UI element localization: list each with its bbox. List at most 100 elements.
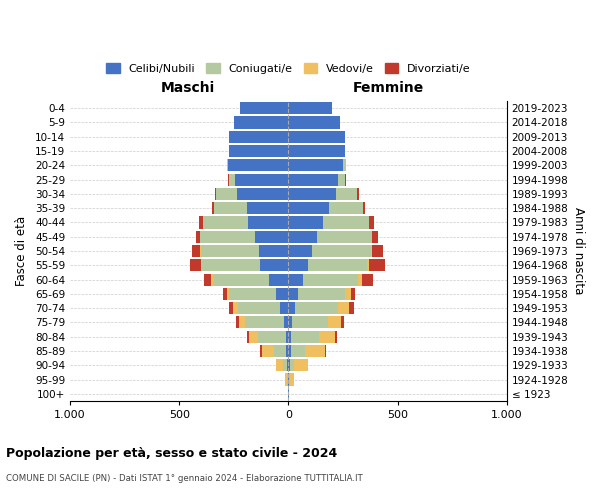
Bar [236, 316, 239, 328]
Bar [260, 345, 262, 357]
Bar [290, 374, 294, 386]
Bar [247, 330, 250, 343]
Bar [202, 259, 260, 272]
Bar [294, 359, 308, 372]
Bar [214, 202, 247, 214]
Bar [229, 130, 289, 143]
Bar [217, 188, 237, 200]
Bar [289, 259, 308, 272]
Bar [190, 259, 201, 272]
Bar [274, 345, 286, 357]
Bar [289, 316, 292, 328]
Bar [289, 216, 323, 228]
Bar [345, 174, 346, 186]
Bar [367, 259, 369, 272]
Bar [201, 245, 259, 257]
Bar [238, 302, 280, 314]
Bar [196, 230, 200, 243]
Bar [203, 216, 248, 228]
Bar [319, 330, 335, 343]
Bar [229, 159, 289, 172]
Bar [289, 330, 290, 343]
Bar [341, 316, 344, 328]
Bar [285, 374, 287, 386]
Bar [317, 230, 372, 243]
Bar [289, 274, 302, 285]
Bar [323, 216, 369, 228]
Bar [250, 330, 259, 343]
Bar [211, 274, 213, 285]
Bar [289, 230, 317, 243]
Bar [235, 174, 289, 186]
Bar [289, 116, 340, 128]
Bar [313, 245, 371, 257]
Bar [298, 288, 344, 300]
Bar [295, 302, 338, 314]
Legend: Celibi/Nubili, Coniugati/e, Vedovi/e, Divorziati/e: Celibi/Nubili, Coniugati/e, Vedovi/e, Di… [102, 58, 475, 78]
Bar [280, 302, 289, 314]
Bar [212, 202, 214, 214]
Bar [223, 288, 227, 300]
Bar [286, 330, 289, 343]
Bar [289, 145, 345, 157]
Bar [369, 216, 374, 228]
Bar [344, 288, 352, 300]
Bar [277, 359, 283, 372]
Bar [290, 345, 305, 357]
Bar [286, 345, 289, 357]
Bar [254, 230, 289, 243]
Bar [308, 259, 367, 272]
Bar [237, 188, 289, 200]
Bar [336, 188, 358, 200]
Bar [259, 245, 289, 257]
Bar [239, 316, 245, 328]
Bar [372, 230, 378, 243]
Bar [362, 274, 373, 285]
Bar [289, 202, 329, 214]
Bar [192, 245, 200, 257]
Bar [289, 159, 343, 172]
Text: Femmine: Femmine [353, 81, 424, 95]
Bar [289, 245, 313, 257]
Bar [302, 274, 358, 285]
Bar [269, 274, 289, 285]
Bar [229, 145, 289, 157]
Bar [358, 274, 362, 285]
Bar [290, 359, 294, 372]
Bar [262, 345, 274, 357]
Bar [259, 330, 286, 343]
Bar [229, 288, 277, 300]
Bar [277, 288, 289, 300]
Bar [205, 274, 211, 285]
Y-axis label: Anni di nascita: Anni di nascita [572, 208, 585, 294]
Bar [338, 174, 345, 186]
Bar [335, 330, 337, 343]
Bar [289, 288, 298, 300]
Bar [234, 116, 289, 128]
Bar [283, 359, 287, 372]
Bar [287, 374, 289, 386]
Bar [247, 202, 289, 214]
Bar [362, 202, 365, 214]
Bar [227, 159, 229, 172]
Bar [372, 245, 383, 257]
Bar [215, 188, 217, 200]
Bar [343, 159, 346, 172]
Bar [245, 316, 284, 328]
Bar [358, 188, 359, 200]
Bar [329, 202, 362, 214]
Bar [289, 130, 345, 143]
Bar [325, 345, 326, 357]
Bar [227, 288, 229, 300]
Bar [233, 302, 238, 314]
Bar [289, 188, 336, 200]
Bar [292, 316, 328, 328]
Text: Maschi: Maschi [161, 81, 215, 95]
Bar [289, 374, 290, 386]
Bar [369, 259, 385, 272]
Bar [352, 288, 355, 300]
Text: Popolazione per età, sesso e stato civile - 2024: Popolazione per età, sesso e stato civil… [6, 448, 337, 460]
Y-axis label: Fasce di età: Fasce di età [15, 216, 28, 286]
Bar [289, 102, 332, 115]
Bar [290, 330, 319, 343]
